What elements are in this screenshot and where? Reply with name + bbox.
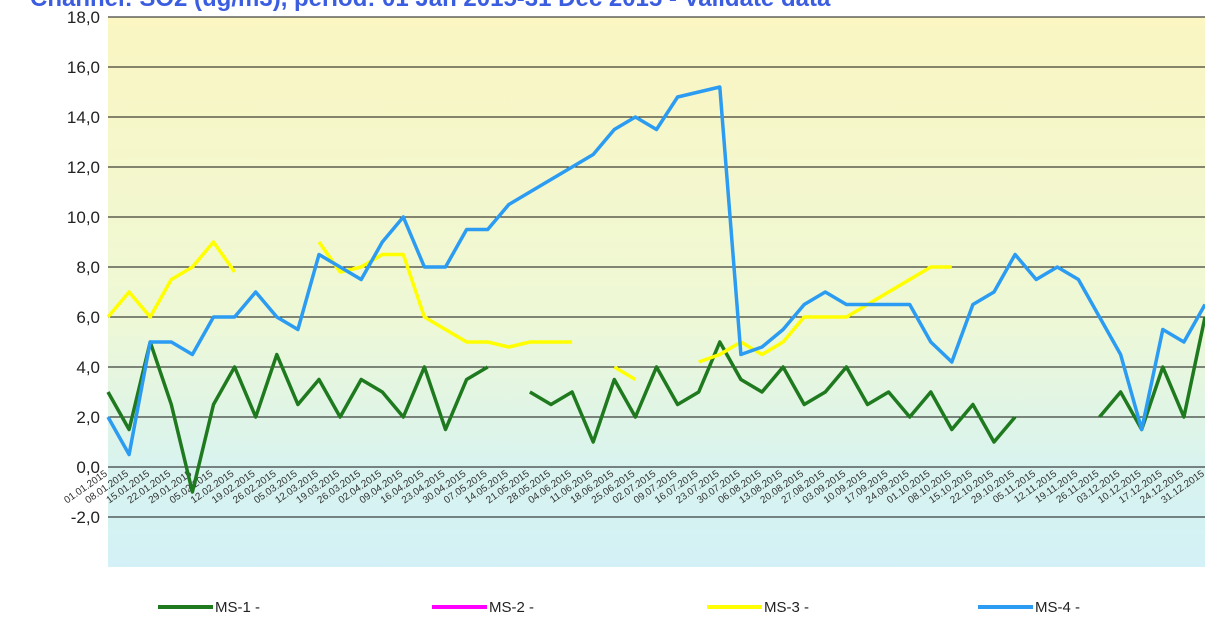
- y-tick-label: 8,0: [76, 258, 100, 277]
- grid: -2,0 0,0 2,0 4,0 6,0 8,0 10,0 12,0 14,0 16,0 18,0: [67, 8, 1205, 527]
- y-tick-label: 0,0: [76, 458, 100, 477]
- y-tick-label: 16,0: [67, 58, 100, 77]
- y-tick-label: 14,0: [67, 108, 100, 127]
- y-tick-label: 6,0: [76, 308, 100, 327]
- chart-title: Channel: SO2 (ug/m3), period: 01 Jan 201…: [30, 0, 831, 12]
- plot-area: [108, 17, 1205, 567]
- series-line: [106, 240, 952, 382]
- y-tick-label: -2,0: [71, 508, 100, 527]
- series-line: [106, 316, 1205, 494]
- y-tick-label: 10,0: [67, 208, 100, 227]
- series-line: [106, 85, 1205, 457]
- legend-label: MS-1 -: [215, 599, 260, 616]
- y-tick-label: 2,0: [76, 408, 100, 427]
- lines: [106, 85, 1205, 494]
- legend-label: MS-2 -: [489, 599, 534, 616]
- y-tick-label: 18,0: [67, 8, 100, 27]
- y-tick-label: 4,0: [76, 358, 100, 377]
- legend-label: MS-4 -: [1035, 599, 1080, 616]
- y-tick-label: 12,0: [67, 158, 100, 177]
- legend: MS-1 - MS-2 - MS-3 - MS-4 -: [158, 599, 1080, 616]
- legend-label: MS-3 -: [764, 599, 809, 616]
